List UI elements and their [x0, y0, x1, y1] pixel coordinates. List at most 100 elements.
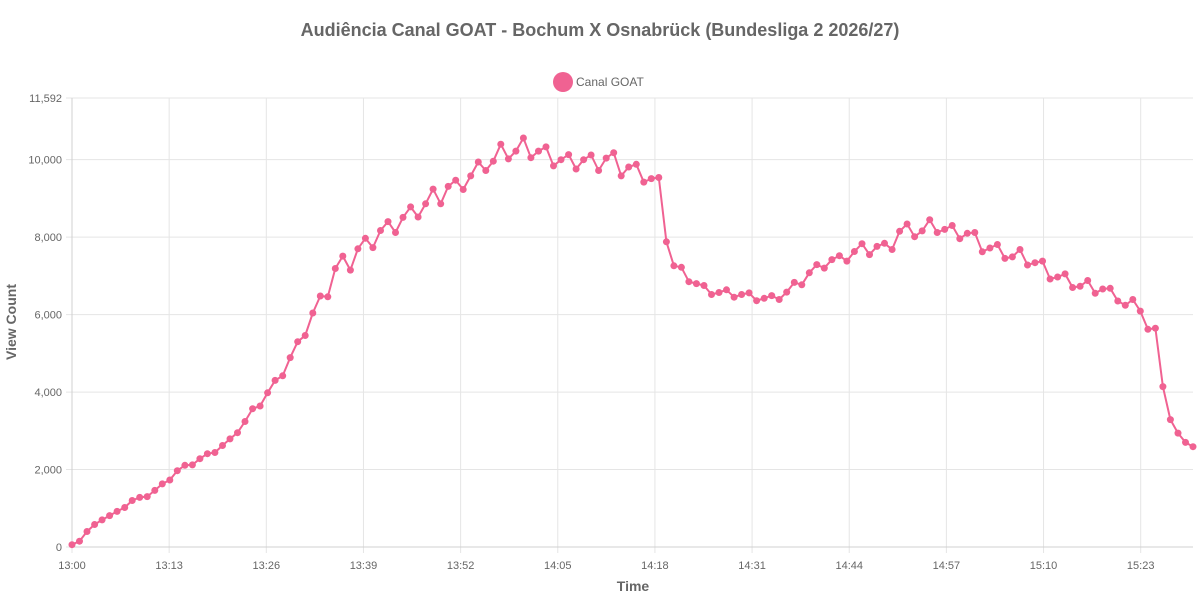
- data-point: [369, 244, 377, 252]
- data-point: [1159, 383, 1167, 391]
- data-point: [685, 278, 693, 286]
- data-point: [632, 160, 640, 168]
- legend-marker: [553, 72, 573, 92]
- data-point: [1054, 273, 1062, 281]
- y-tick-label: 4,000: [34, 387, 62, 399]
- data-point: [1166, 416, 1174, 424]
- data-point: [738, 291, 746, 298]
- data-point: [1039, 257, 1046, 265]
- data-point: [941, 225, 949, 233]
- x-tick-label: 15:10: [1030, 560, 1058, 572]
- data-point: [384, 218, 392, 226]
- data-point: [219, 442, 226, 449]
- data-point: [316, 292, 324, 300]
- legend[interactable]: Canal GOAT: [553, 72, 644, 92]
- data-point: [467, 172, 475, 180]
- data-point: [497, 140, 505, 148]
- data-point: [286, 354, 294, 362]
- data-point: [956, 235, 964, 243]
- chart-title: Audiência Canal GOAT - Bochum X Osnabrüc…: [301, 20, 900, 40]
- data-point: [1106, 284, 1114, 292]
- grid-lines: [66, 97, 1193, 553]
- data-point: [978, 248, 986, 256]
- data-point: [444, 182, 452, 190]
- data-point: [542, 143, 550, 151]
- data-point: [429, 185, 437, 193]
- data-point: [911, 233, 919, 241]
- data-point: [1031, 259, 1039, 267]
- data-point: [866, 251, 873, 259]
- x-tick-label: 13:13: [155, 560, 183, 572]
- data-point: [723, 286, 730, 294]
- x-tick-label: 14:31: [738, 560, 766, 572]
- data-point: [346, 266, 354, 274]
- data-point: [234, 429, 241, 437]
- data-point: [339, 252, 347, 260]
- data-point: [1024, 261, 1031, 269]
- data-point: [565, 151, 573, 159]
- data-point: [850, 248, 858, 255]
- data-point: [1129, 296, 1137, 303]
- data-point: [1091, 289, 1099, 297]
- data-point: [361, 234, 369, 242]
- data-point: [881, 239, 888, 247]
- data-point: [602, 154, 610, 162]
- data-point: [595, 167, 603, 174]
- data-point: [309, 309, 317, 317]
- data-point: [1099, 285, 1107, 293]
- data-point: [572, 165, 580, 173]
- data-point: [813, 261, 821, 269]
- data-point: [963, 229, 971, 237]
- data-point: [279, 372, 287, 380]
- data-point: [354, 245, 362, 253]
- data-point: [640, 178, 648, 186]
- data-point: [1144, 325, 1152, 333]
- series-canal-goat: [68, 134, 1197, 549]
- data-point: [768, 292, 776, 300]
- data-point: [843, 257, 851, 265]
- data-point: [986, 244, 994, 252]
- data-point: [331, 265, 339, 272]
- data-point: [437, 200, 445, 208]
- data-point: [692, 280, 700, 288]
- x-tick-label: 13:00: [58, 560, 86, 572]
- data-point: [459, 186, 467, 193]
- data-point: [151, 486, 159, 494]
- data-point: [173, 467, 181, 475]
- data-point: [896, 227, 904, 235]
- data-point: [241, 418, 249, 425]
- data-point: [550, 162, 557, 170]
- data-point: [993, 241, 1001, 248]
- data-point: [106, 512, 114, 520]
- data-point: [324, 293, 332, 301]
- data-point: [504, 155, 512, 163]
- data-point: [790, 278, 798, 286]
- data-point: [166, 476, 174, 484]
- data-point: [708, 291, 715, 298]
- data-point: [1061, 270, 1069, 278]
- data-point: [662, 238, 670, 246]
- data-point: [948, 222, 956, 229]
- data-point: [452, 176, 460, 184]
- data-point: [489, 157, 497, 165]
- data-point: [918, 227, 926, 235]
- x-tick-label: 14:05: [544, 560, 572, 572]
- data-point: [249, 405, 257, 413]
- data-point: [933, 229, 941, 236]
- x-axis-ticks: 13:00 13:13 13:26 13:39 13:52 14:05 14:18 14:31…: [58, 560, 1154, 572]
- data-point: [1069, 284, 1077, 291]
- data-point: [377, 227, 384, 234]
- data-point: [580, 156, 588, 164]
- data-point: [858, 240, 866, 248]
- data-point: [158, 480, 166, 488]
- data-point: [422, 200, 430, 208]
- series-line: [71, 137, 1194, 546]
- data-point: [1114, 297, 1122, 305]
- data-point: [647, 175, 655, 183]
- data-point: [828, 256, 836, 264]
- data-point: [1136, 307, 1144, 315]
- data-point: [730, 293, 738, 301]
- x-tick-label: 13:39: [350, 560, 378, 572]
- data-point: [188, 461, 196, 469]
